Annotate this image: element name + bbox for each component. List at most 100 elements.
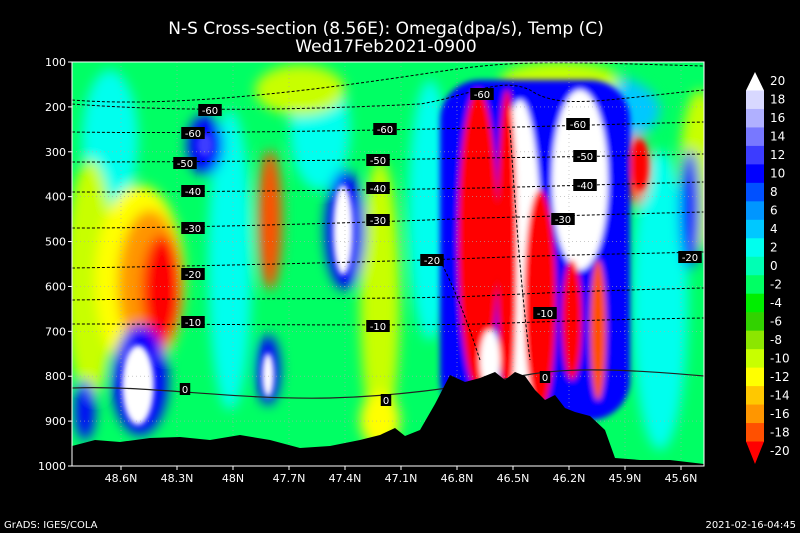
contour-label-box [420, 254, 444, 266]
x-tick-label: 45.6N [665, 472, 698, 485]
colorbar-swatch [746, 367, 764, 387]
omega-blob [122, 345, 154, 425]
x-tick-label: 48.6N [105, 472, 138, 485]
contour-label: -60 [570, 120, 586, 131]
colorbar-label: 6 [770, 204, 778, 218]
omega-blob [632, 140, 648, 190]
contour-label: -40 [577, 181, 593, 192]
contour-line [72, 62, 704, 103]
y-tick-label: 100 [45, 56, 66, 69]
colorbar-label: -14 [770, 388, 790, 402]
omega-blob [562, 260, 582, 380]
contour-label: -50 [370, 156, 386, 167]
x-tick-label: 48N [222, 472, 244, 485]
colorbar-swatch [746, 72, 764, 91]
colorbar-label: 18 [770, 93, 785, 107]
y-tick-label: 900 [45, 415, 66, 428]
colorbar-swatch [746, 219, 764, 239]
x-tick-label: 46.8N [441, 472, 474, 485]
omega-blob [458, 90, 498, 390]
contour-label-box [173, 157, 197, 169]
contour-line [509, 129, 531, 361]
omega-blob [142, 235, 182, 345]
contour-label-box [573, 150, 597, 162]
colorbar-swatch [746, 256, 764, 276]
colorbar-label: 0 [770, 259, 778, 273]
colorbar-swatch [746, 90, 764, 110]
contour-line [72, 251, 704, 269]
contour-label: -20 [682, 253, 698, 264]
colorbar-label: -2 [770, 277, 782, 291]
colorbar-swatch [746, 330, 764, 350]
omega-blob [632, 150, 688, 450]
x-tick-label: 48.3N [161, 472, 194, 485]
colorbar-swatch [746, 201, 764, 221]
colorbar-label: 4 [770, 222, 778, 236]
footer-right: 2021-02-16-04:45 [705, 520, 796, 531]
contour-label-box [373, 123, 397, 135]
contour-label-box [470, 88, 494, 100]
colorbar-label: -12 [770, 370, 790, 384]
contour-label-box [366, 214, 390, 226]
contour-label: -40 [370, 184, 386, 195]
colorbar-swatch [746, 386, 764, 406]
colorbar-label: 14 [770, 130, 785, 144]
contour-label-box [179, 383, 191, 395]
contour-labels: -60 -60 -60 -60 -60 -50 -50 -50 -40 -40 -40 -30 -30 -… [173, 88, 702, 407]
omega-blob [497, 90, 517, 410]
omega-blob [680, 150, 700, 270]
contour-label: 0 [542, 373, 548, 384]
x-tick-label: 46.5N [497, 472, 530, 485]
y-tick-label: 500 [45, 236, 66, 249]
contour-label: -10 [537, 309, 553, 320]
omega-blob [208, 110, 252, 410]
colorbar-label: -6 [770, 314, 782, 328]
colorbar-label: 10 [770, 167, 785, 181]
colorbar-label: 16 [770, 111, 785, 125]
colorbar-label: -10 [770, 351, 790, 365]
footer-left: GrADS: IGES/COLA [4, 520, 98, 531]
contour-label: -20 [424, 256, 440, 267]
omega-blob [333, 185, 353, 275]
colorbar-swatch [746, 145, 764, 165]
contour-label-box [366, 154, 390, 166]
contour-label-box [533, 307, 557, 319]
colorbar-swatch [746, 238, 764, 258]
omega-blob [72, 160, 115, 400]
contour-label-box [181, 222, 205, 234]
contour-label-box [181, 127, 205, 139]
colorbar-label: -18 [770, 425, 790, 439]
colorbar-label: 2 [770, 241, 778, 255]
omega-blob [255, 65, 345, 115]
colorbar-swatch [746, 275, 764, 295]
x-tick-label: 45.9N [609, 472, 642, 485]
omega-blob [258, 150, 282, 290]
chart-subtitle: Wed17Feb2021-0900 [295, 37, 476, 57]
colorbar-swatch [746, 441, 764, 464]
contour-label-box [380, 394, 392, 406]
contour-line [72, 287, 704, 301]
omega-blob [590, 260, 606, 400]
colorbar-swatch [746, 423, 764, 443]
omega-blob [262, 353, 274, 397]
plot-frame [71, 61, 705, 467]
y-tick-label: 1000 [38, 460, 66, 473]
contour-line [439, 259, 481, 361]
contour-label: -20 [185, 270, 201, 281]
x-tick-label: 46.2N [553, 472, 586, 485]
contour-label-box [539, 371, 551, 383]
colorbar-label: -8 [770, 333, 782, 347]
contour-label: -10 [185, 318, 201, 329]
contour-label: -40 [185, 187, 201, 198]
contour-label-box [181, 185, 205, 197]
contour-label-box [551, 213, 575, 225]
contour-label-box [366, 182, 390, 194]
x-tick-label: 47.1N [385, 472, 418, 485]
y-tick-label: 400 [45, 191, 66, 204]
omega-blob [360, 160, 400, 440]
omega-blob [75, 380, 95, 440]
contour-label: -60 [202, 106, 218, 117]
y-tick-label: 700 [45, 325, 66, 338]
colorbar-swatch [746, 182, 764, 202]
